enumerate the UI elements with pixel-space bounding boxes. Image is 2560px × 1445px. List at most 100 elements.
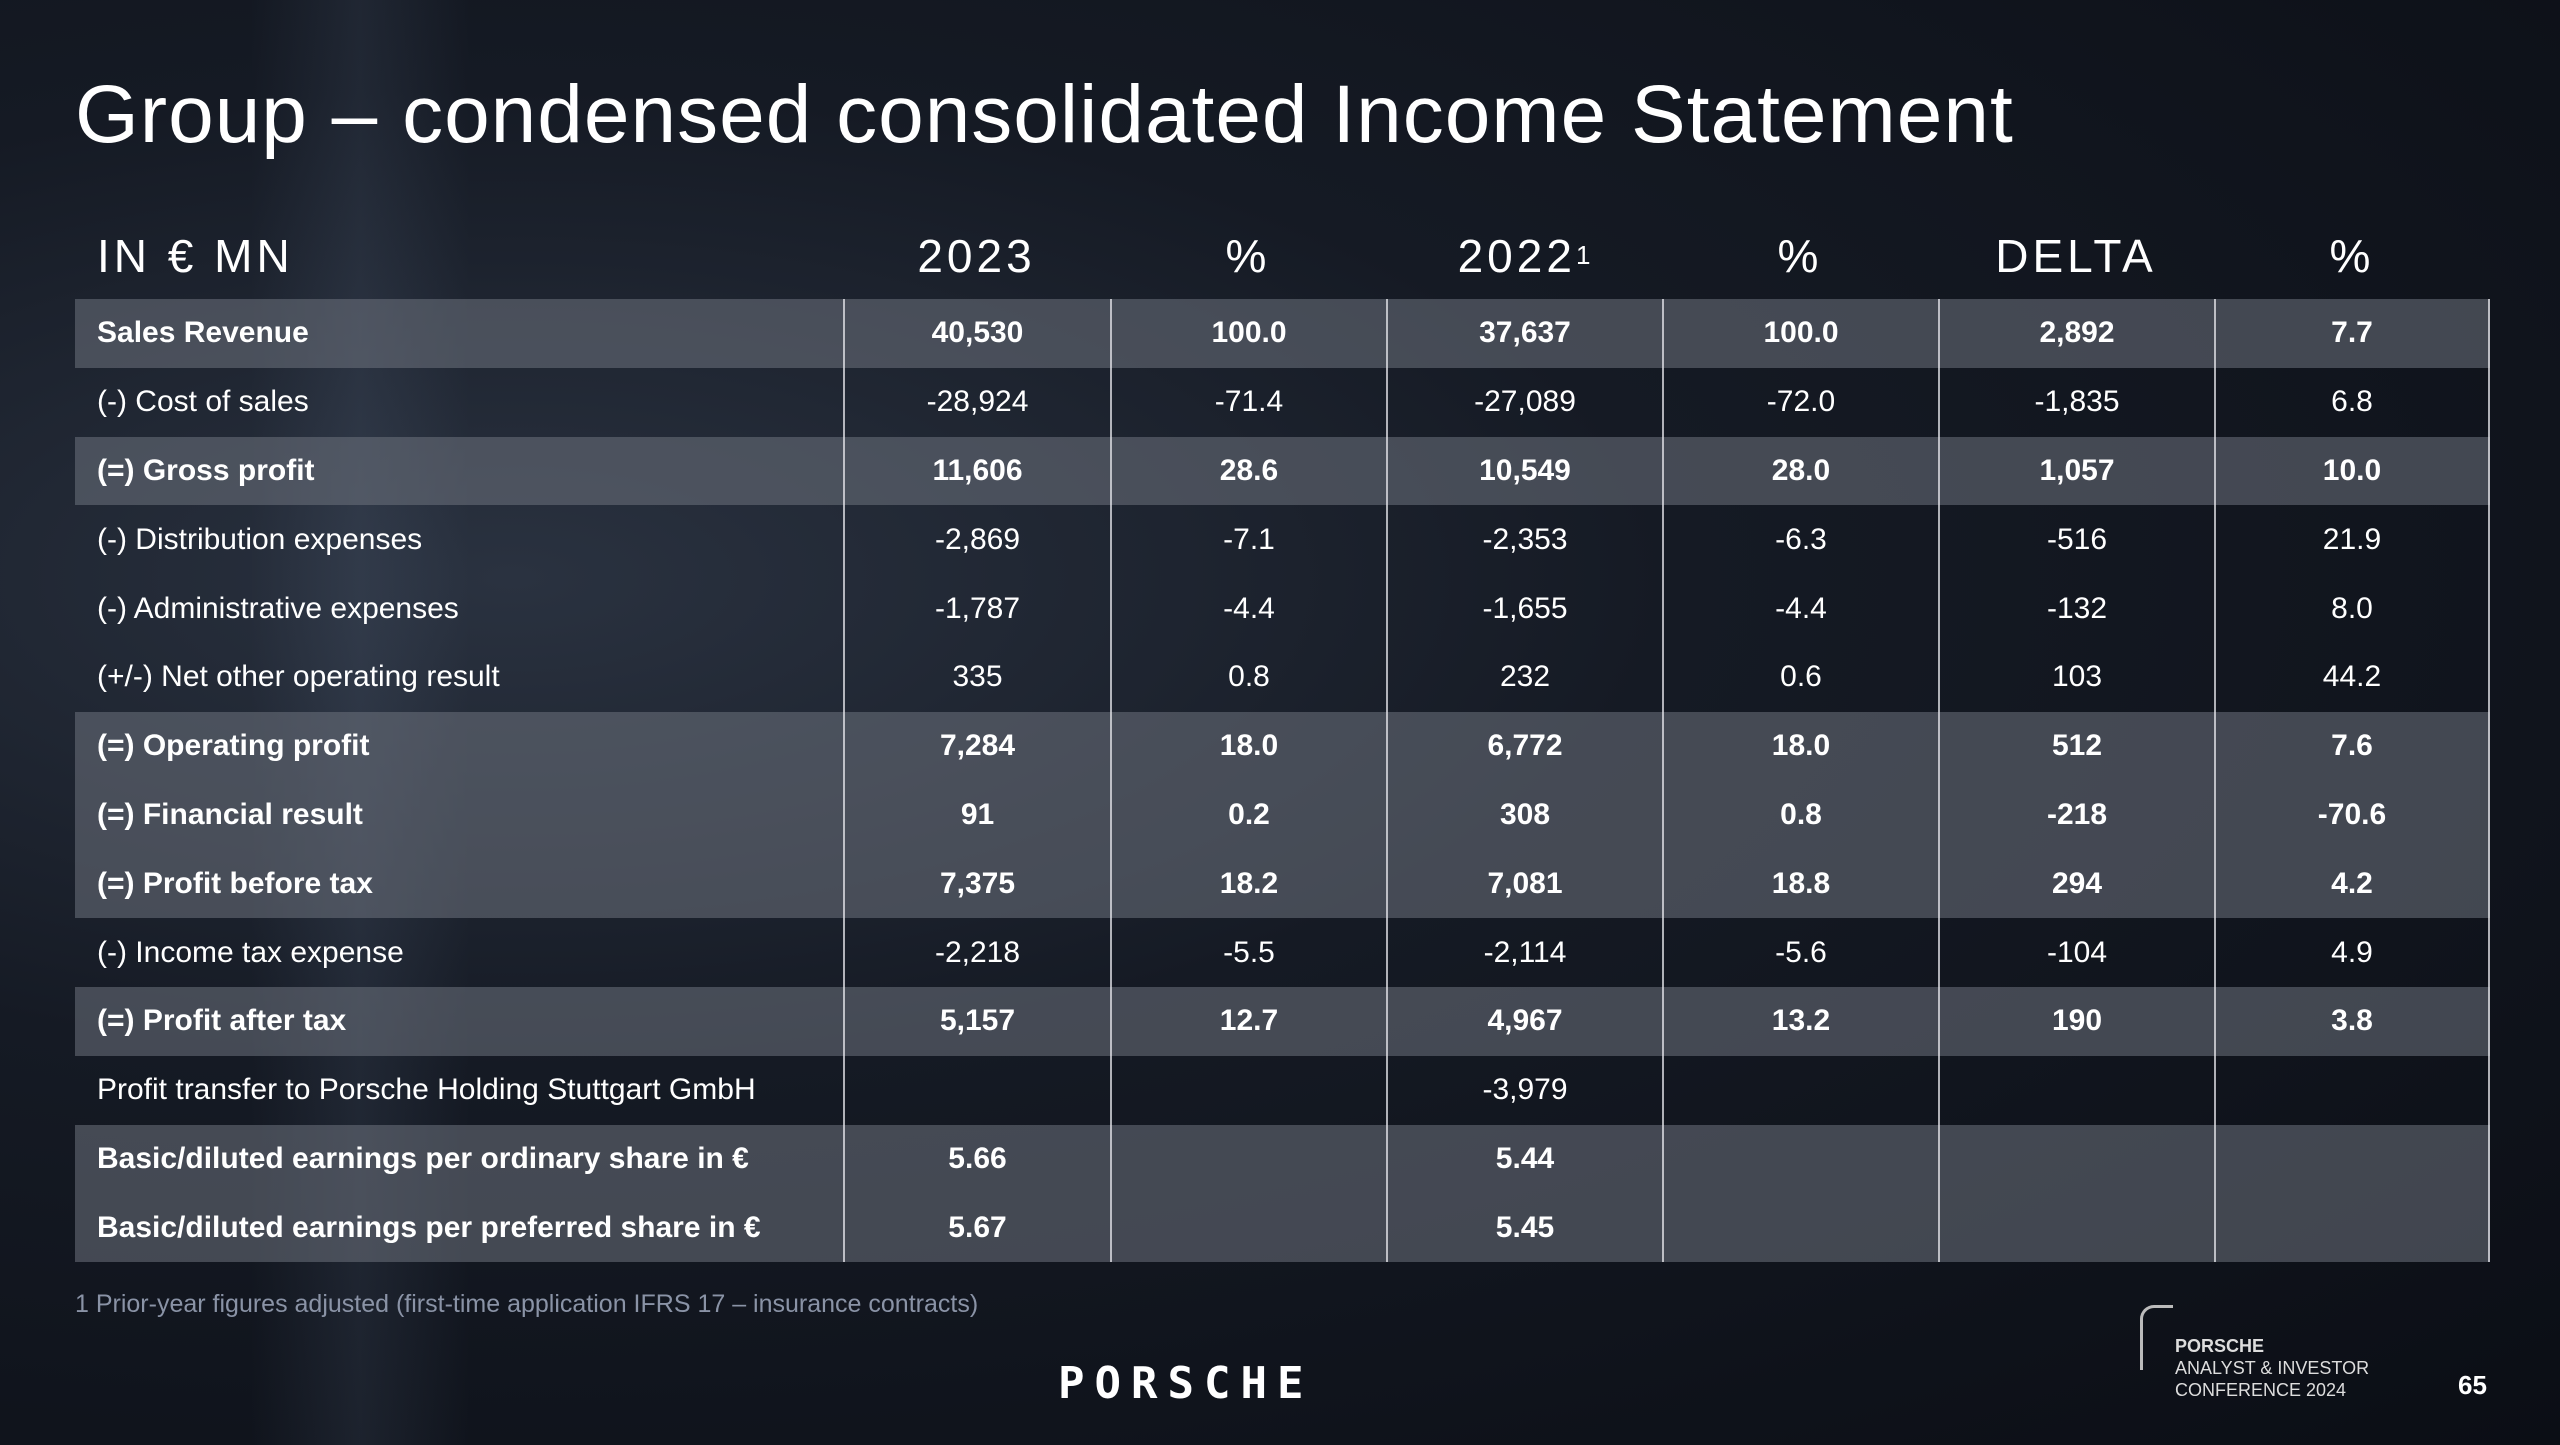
col-pct-2023: % <box>1225 229 1271 282</box>
row-value: -2,114 <box>1386 918 1662 987</box>
table-row: (-) Cost of sales -28,924 -71.4 -27,089 -72.… <box>75 367 2490 437</box>
row-value: -5.6 <box>1662 918 1938 987</box>
row-value: 190 <box>1938 986 2214 1056</box>
table-row: Basic/diluted earnings per preferred sha… <box>75 1193 2490 1263</box>
row-label: (=) Financial result <box>97 797 363 831</box>
row-value: 1,057 <box>1938 436 2214 506</box>
unit-label: IN € MN <box>97 229 294 282</box>
row-label: (+/-) Net other operating result <box>97 660 500 694</box>
table-row: (=) Financial result 91 0.2 308 0.8 -218 -70.6 <box>75 780 2490 850</box>
row-value <box>1938 1124 2214 1194</box>
row-value: 44.2 <box>2214 642 2490 712</box>
row-value: -70.6 <box>2214 780 2490 850</box>
table-row: (-) Income tax expense -2,218 -5.5 -2,114 -5… <box>75 918 2490 987</box>
row-value: 0.8 <box>1662 780 1938 850</box>
row-value: 10,549 <box>1386 436 1662 506</box>
table-row: (=) Profit after tax 5,157 12.7 4,967 13.2 19… <box>75 986 2490 1056</box>
row-label: (=) Gross profit <box>97 453 315 487</box>
row-value: -132 <box>1938 574 2214 643</box>
row-value: -5.5 <box>1110 918 1386 987</box>
row-value: 5,157 <box>843 986 1110 1056</box>
row-value <box>1662 1193 1938 1263</box>
row-value: 40,530 <box>843 299 1110 368</box>
row-label: Basic/diluted earnings per preferred sha… <box>97 1210 761 1244</box>
page-number: 65 <box>2458 1370 2487 1400</box>
row-value: 0.8 <box>1110 642 1386 712</box>
row-value: 308 <box>1386 780 1662 850</box>
col-delta: DELTA <box>1995 229 2157 282</box>
row-label: Profit transfer to Porsche Holding Stutt… <box>97 1073 756 1107</box>
table-row: (=) Profit before tax 7,375 18.2 7,081 18.8 2… <box>75 849 2490 919</box>
row-value: 294 <box>1938 849 2214 919</box>
row-label: (-) Income tax expense <box>97 935 404 969</box>
row-value: -3,979 <box>1386 1055 1662 1125</box>
row-value: 28.0 <box>1662 436 1938 506</box>
row-value: 28.6 <box>1110 436 1386 506</box>
row-value: 5.66 <box>843 1124 1110 1194</box>
table-row: Basic/diluted earnings per ordinary shar… <box>75 1124 2490 1194</box>
row-value: -104 <box>1938 918 2214 987</box>
row-value: -71.4 <box>1110 367 1386 437</box>
row-value: 18.0 <box>1662 711 1938 781</box>
row-label: Basic/diluted earnings per ordinary shar… <box>97 1141 749 1175</box>
row-value: 18.0 <box>1110 711 1386 781</box>
row-value <box>1110 1124 1386 1194</box>
row-value: 8.0 <box>2214 574 2490 643</box>
row-label: (=) Profit after tax <box>97 1004 347 1038</box>
row-value <box>2214 1055 2490 1125</box>
row-value: 100.0 <box>1662 299 1938 368</box>
crest-icon <box>2140 1305 2173 1370</box>
row-value: 18.8 <box>1662 849 1938 919</box>
row-value <box>1938 1193 2214 1263</box>
row-value <box>1110 1193 1386 1263</box>
row-value: 7.6 <box>2214 711 2490 781</box>
row-value: 13.2 <box>1662 986 1938 1056</box>
row-value <box>1938 1055 2214 1125</box>
row-value: 5.45 <box>1386 1193 1662 1263</box>
row-value: 0.6 <box>1662 642 1938 712</box>
row-value: 5.67 <box>843 1193 1110 1263</box>
col-pct-delta: % <box>2329 229 2375 282</box>
conf-line3: CONFERENCE 2024 <box>2175 1380 2347 1400</box>
row-value <box>2214 1193 2490 1263</box>
row-value: -2,869 <box>843 505 1110 575</box>
row-value: 91 <box>843 780 1110 850</box>
row-label: (=) Profit before tax <box>97 866 373 900</box>
table-row: Profit transfer to Porsche Holding Stutt… <box>75 1055 2490 1125</box>
row-value: -2,218 <box>843 918 1110 987</box>
row-value: 4,967 <box>1386 986 1662 1056</box>
row-value <box>843 1055 1110 1125</box>
row-value: 100.0 <box>1110 299 1386 368</box>
row-value: 11,606 <box>843 436 1110 506</box>
row-value: -516 <box>1938 505 2214 575</box>
row-value: 6,772 <box>1386 711 1662 781</box>
row-value: -2,353 <box>1386 505 1662 575</box>
col-pct-2022: % <box>1777 229 1823 282</box>
row-value: 7,081 <box>1386 849 1662 919</box>
table-row: (-) Administrative expenses -1,787 -4.4 -1,… <box>75 574 2490 643</box>
row-value <box>2214 1124 2490 1194</box>
row-value: -1,655 <box>1386 574 1662 643</box>
row-value: 2,892 <box>1938 299 2214 368</box>
row-value: 37,637 <box>1386 299 1662 368</box>
table-row: (=) Gross profit 11,606 28.6 10,549 28.0 1,05… <box>75 436 2490 506</box>
row-label: (-) Administrative expenses <box>97 591 459 625</box>
porsche-logo: PORSCHE <box>1058 1358 1314 1409</box>
row-value <box>1662 1124 1938 1194</box>
row-label: (-) Distribution expenses <box>97 522 423 556</box>
row-value: -4.4 <box>1110 574 1386 643</box>
row-value: -7.1 <box>1110 505 1386 575</box>
row-value: -218 <box>1938 780 2214 850</box>
row-value: -6.3 <box>1662 505 1938 575</box>
row-value: 232 <box>1386 642 1662 712</box>
row-value: 18.2 <box>1110 849 1386 919</box>
table-row: (=) Operating profit 7,284 18.0 6,772 18.0 51… <box>75 711 2490 781</box>
footnote: 1 Prior-year figures adjusted (first-tim… <box>75 1290 979 1318</box>
row-value: 21.9 <box>2214 505 2490 575</box>
row-value: 4.2 <box>2214 849 2490 919</box>
row-value: 0.2 <box>1110 780 1386 850</box>
footnote-marker: 1 <box>1575 240 1591 270</box>
page-title: Group – condensed consolidated Income St… <box>75 69 2014 160</box>
row-value: 103 <box>1938 642 2214 712</box>
row-value: -4.4 <box>1662 574 1938 643</box>
